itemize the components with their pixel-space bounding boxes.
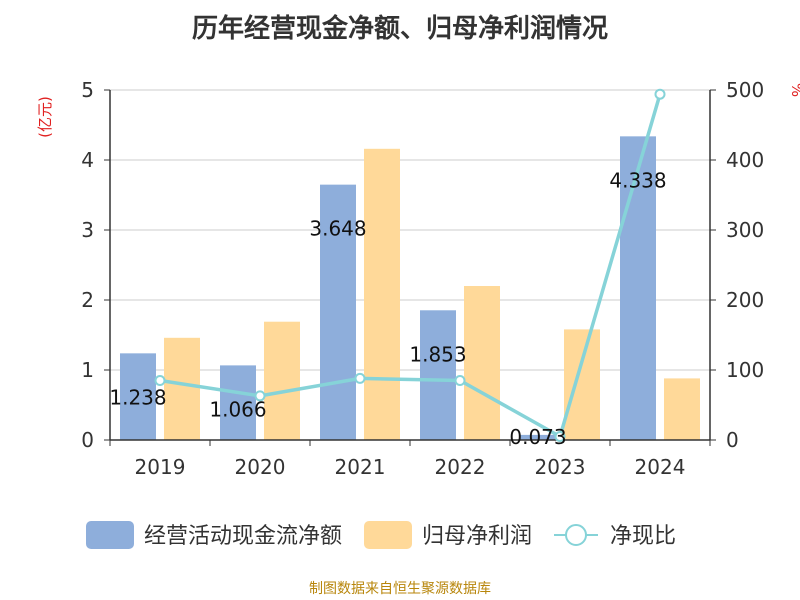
x-tick-label: 2022 — [435, 455, 486, 479]
y-right-tick-label: 400 — [726, 148, 764, 172]
y-left-tick-label: 1 — [81, 358, 94, 382]
line-point — [354, 372, 366, 384]
bar-cashflow — [420, 310, 456, 440]
line-net-cash-ratio — [159, 93, 662, 439]
source-note: 制图数据来自恒生聚源数据库 — [309, 581, 491, 597]
bar-profit — [564, 329, 600, 440]
data-label: 1.853 — [409, 342, 466, 366]
y-right-tick-label: 0 — [726, 428, 739, 452]
y-right-tick-label: 300 — [726, 218, 764, 242]
legend-swatch-profit — [364, 521, 412, 549]
legend-line-marker — [565, 524, 587, 546]
bar-profit — [264, 321, 300, 440]
line-point — [254, 390, 266, 402]
line-point — [154, 375, 166, 386]
y-left-tick-label: 2 — [81, 288, 94, 312]
x-tick-label: 2019 — [135, 455, 186, 479]
data-label: 0.073 — [509, 425, 566, 449]
bar-cashflow — [120, 353, 156, 440]
legend-swatch-cashflow — [86, 521, 134, 549]
y-right-axis-label: % — [788, 83, 800, 97]
y-right-tick-label: 200 — [726, 288, 764, 312]
bar-profit — [164, 337, 200, 440]
line-point — [454, 375, 466, 386]
data-label: 4.338 — [609, 168, 666, 192]
y-left-tick-label: 0 — [81, 428, 94, 452]
x-tick-label: 2021 — [335, 455, 386, 479]
y-right-tick-label: 100 — [726, 358, 764, 382]
y-right-tick-label: 500 — [726, 78, 764, 102]
line-point — [654, 88, 666, 100]
y-left-tick-label: 5 — [81, 78, 94, 102]
bar-cashflow — [320, 184, 356, 440]
bar-cashflow — [220, 365, 256, 440]
data-label: 1.238 — [109, 385, 166, 409]
legend-label: 归母净利润 — [422, 524, 532, 549]
x-tick-label: 2023 — [535, 455, 586, 479]
y-left-tick-label: 4 — [81, 148, 94, 172]
y-left-axis-label: (亿元) — [36, 96, 54, 138]
bar-cashflow — [520, 434, 556, 440]
bar-profit — [464, 286, 500, 440]
x-tick-label: 2020 — [235, 455, 286, 479]
y-left-tick-label: 3 — [81, 218, 94, 242]
legend-label: 经营活动现金流净额 — [144, 524, 342, 549]
legend-label: 净现比 — [610, 524, 676, 549]
bar-cashflow — [620, 136, 656, 440]
x-tick-label: 2024 — [635, 455, 686, 479]
bar-profit — [364, 148, 400, 441]
bar-profit — [664, 378, 700, 440]
data-label: 3.648 — [309, 217, 366, 241]
chart-title: 历年经营现金净额、归母净利润情况 — [191, 14, 608, 44]
line-point — [554, 431, 566, 442]
data-label: 1.066 — [209, 397, 266, 421]
